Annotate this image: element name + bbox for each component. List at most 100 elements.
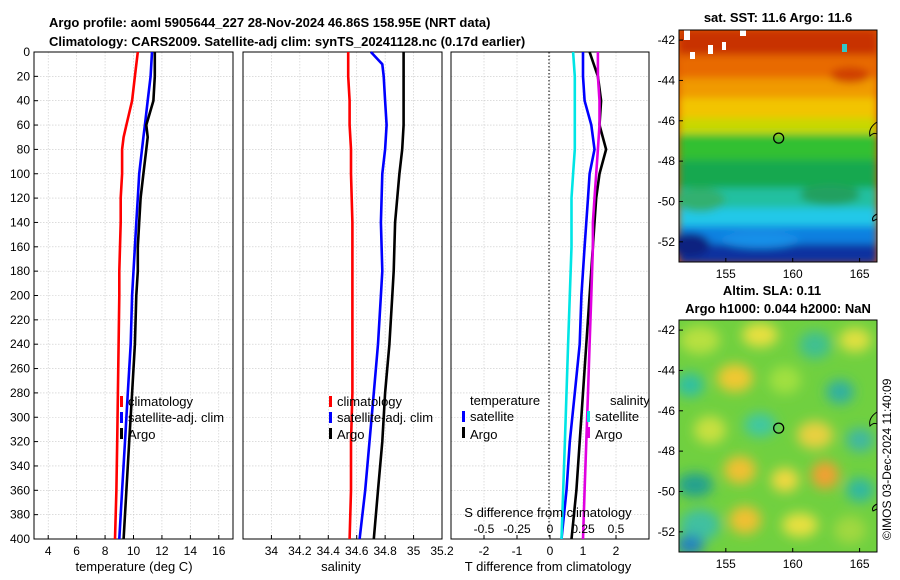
map-x-label: 155 — [716, 267, 736, 281]
y-tick-label: 140 — [10, 215, 30, 229]
series-line-climatology — [113, 51, 140, 540]
imos-stamp: ©IMOS 03-Dec-2024 11:40:09 — [880, 378, 894, 540]
map-y-label: -50 — [658, 484, 676, 498]
x-tick-label: -1 — [512, 544, 523, 558]
sla-map-frame — [678, 319, 878, 553]
legend-swatch-argo — [329, 428, 332, 439]
temperature-x-label: temperature (deg C) — [75, 559, 192, 574]
y-tick-label: 200 — [10, 289, 30, 303]
difference-lines — [560, 51, 608, 540]
salinity-legend: climatology satellite-adj. clim Argo — [329, 394, 433, 442]
difference-legend-temperature: temperature satellite Argo — [462, 393, 540, 442]
y-tick-label: 100 — [10, 167, 30, 181]
difference-x-label: T difference from climatology — [465, 559, 632, 574]
legend-swatch-satellite — [120, 412, 123, 423]
y-tick-label: 60 — [17, 118, 31, 132]
map-y-label: -46 — [658, 114, 676, 128]
sla-coastline-2 — [872, 503, 878, 512]
sst-map-ticks: 155 160 165 -42 -44 -46 -48 -50 -52 — [658, 33, 870, 281]
series-line-salinity-argo — [581, 52, 601, 540]
sst-map-frame — [678, 29, 878, 263]
difference-top-axis-label: S difference from climatology — [464, 505, 632, 520]
sla-map-ticks: 155 160 165 -42 -44 -46 -48 -50 -52 — [658, 323, 870, 571]
map-y-label: -52 — [658, 525, 676, 539]
sst-map-panel: sat. SST: 11.6 Argo: 11.6 — [658, 10, 878, 281]
series-line-salinity-satellite — [560, 51, 577, 540]
sla-argo-marker — [773, 422, 785, 434]
legend-label-climatology: climatology — [128, 394, 194, 409]
sst-field — [679, 30, 877, 262]
temperature-x-ticks: 4 6 8 10 12 14 16 — [45, 535, 226, 558]
temperature-legend: climatology satellite-adj. clim Argo — [120, 394, 224, 442]
legend-title-temperature: temperature — [470, 393, 540, 408]
x-tick-label: 14 — [184, 544, 198, 558]
series-line-argo — [122, 52, 157, 540]
map-x-label: 160 — [783, 557, 803, 571]
difference-legend-salinity: salinity satellite Argo — [587, 393, 650, 442]
series-line-argo — [372, 52, 405, 540]
legend-swatch-sal-argo — [587, 427, 590, 438]
map-x-label: 165 — [850, 267, 870, 281]
x-tick-label: 4 — [45, 544, 52, 558]
temperature-lines — [113, 51, 157, 540]
difference-top-ticks: -0.5 -0.25 0 0.25 0.5 — [474, 522, 625, 536]
map-x-label: 165 — [850, 557, 870, 571]
temperature-panel: 0 20 40 60 80 100 120 140 160 180 200 220 240 260 280 3… — [10, 45, 234, 574]
legend-swatch-temp-argo — [462, 427, 465, 438]
x-tick-label: 35 — [407, 544, 421, 558]
x-tick-label: 35.2 — [430, 544, 454, 558]
y-tick-label: 120 — [10, 191, 30, 205]
legend-swatch-climatology — [329, 396, 332, 407]
salinity-axes-box — [242, 51, 443, 540]
map-y-label: -50 — [658, 194, 676, 208]
legend-swatch-sal-satellite — [587, 411, 590, 422]
y-tick-label: 400 — [10, 532, 30, 546]
sst-coastline — [869, 121, 878, 137]
salinity-x-ticks: 34 34.2 34.4 34.6 34.8 35 35.2 — [265, 535, 454, 558]
y-tick-label: 180 — [10, 264, 30, 278]
y-tick-label: 260 — [10, 362, 30, 376]
legend-swatch-argo — [120, 428, 123, 439]
top-tick-label: 0.25 — [571, 522, 595, 536]
x-tick-label: 10 — [127, 544, 141, 558]
map-x-label: 155 — [716, 557, 736, 571]
title-line-2: Climatology: CARS2009. Satellite-adj cli… — [49, 34, 525, 49]
map-y-label: -44 — [658, 363, 676, 377]
legend-swatch-climatology — [120, 396, 123, 407]
series-line-satellite-adj-clim — [358, 51, 388, 540]
legend-title-salinity: salinity — [610, 393, 650, 408]
x-tick-label: 34.6 — [345, 544, 369, 558]
map-y-label: -48 — [658, 154, 676, 168]
temperature-grid — [34, 51, 233, 540]
sst-argo-marker — [773, 132, 785, 144]
map-y-label: -52 — [658, 235, 676, 249]
y-tick-label: 320 — [10, 435, 30, 449]
x-tick-label: 6 — [73, 544, 80, 558]
difference-x-ticks: -2 -1 0 1 2 — [479, 535, 620, 558]
legend-label-temp-argo: Argo — [470, 427, 497, 442]
map-x-label: 160 — [783, 267, 803, 281]
legend-label-satellite: satellite-adj. clim — [128, 410, 224, 425]
map-y-label: -42 — [658, 323, 676, 337]
sst-map-title: sat. SST: 11.6 Argo: 11.6 — [704, 10, 852, 25]
y-tick-label: 240 — [10, 337, 30, 351]
x-tick-label: 34.8 — [373, 544, 397, 558]
salinity-lines — [346, 51, 405, 540]
legend-label-argo: Argo — [128, 427, 155, 442]
sla-coastline — [869, 411, 878, 427]
map-y-label: -48 — [658, 444, 676, 458]
sst-coastline-2 — [872, 213, 878, 222]
sla-map-panel: Altim. SLA: 0.11 Argo h1000: 0.044 h2000… — [658, 283, 878, 571]
salinity-x-label: salinity — [321, 559, 361, 574]
map-y-label: -46 — [658, 404, 676, 418]
y-tick-label: 360 — [10, 483, 30, 497]
series-line-climatology — [346, 52, 354, 540]
top-tick-label: 0 — [547, 522, 554, 536]
top-tick-label: -0.25 — [503, 522, 531, 536]
legend-swatch-temp-satellite — [462, 411, 465, 422]
x-tick-label: 12 — [155, 544, 169, 558]
series-line-temperature-satellite — [560, 52, 596, 540]
salinity-panel: 34 34.2 34.4 34.6 34.8 35 35.2 salinity climat… — [242, 51, 454, 574]
x-tick-label: 2 — [613, 544, 620, 558]
